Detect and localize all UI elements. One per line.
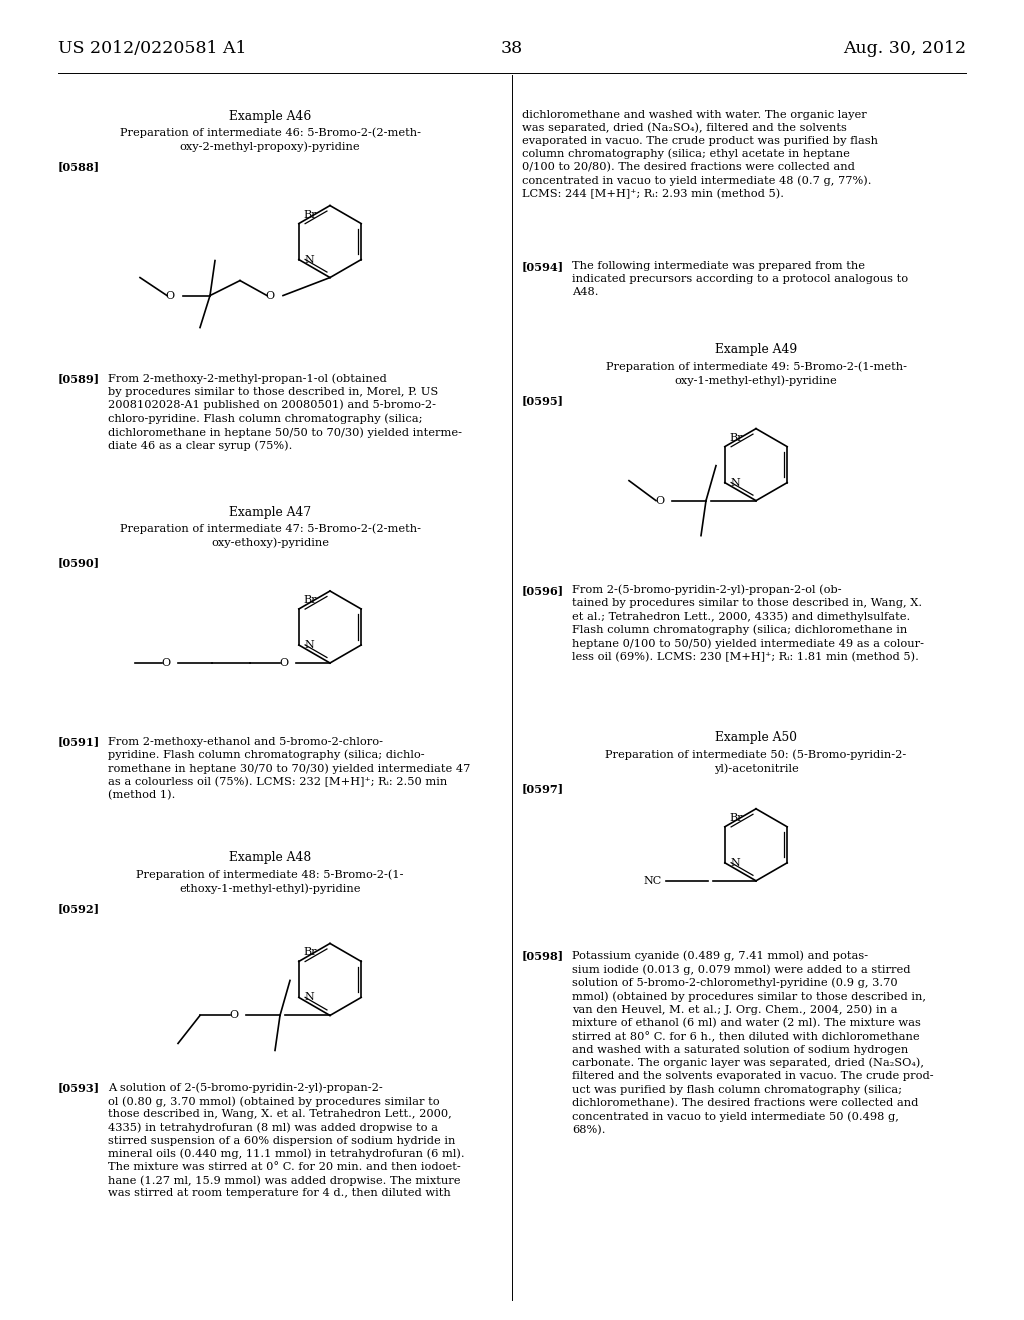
Text: NC: NC (644, 875, 662, 886)
Text: From 2-(5-bromo-pyridin-2-yl)-propan-2-ol (ob-
tained by procedures similar to t: From 2-(5-bromo-pyridin-2-yl)-propan-2-o… (572, 585, 924, 663)
Text: From 2-methoxy-2-methyl-propan-1-ol (obtained
by procedures similar to those des: From 2-methoxy-2-methyl-propan-1-ol (obt… (108, 374, 462, 451)
Text: N: N (305, 640, 314, 649)
Text: Example A48: Example A48 (229, 851, 311, 865)
Text: [0590]: [0590] (58, 557, 100, 569)
Text: Preparation of intermediate 50: (5-Bromo-pyridin-2-: Preparation of intermediate 50: (5-Bromo… (605, 750, 906, 760)
Text: [0591]: [0591] (58, 737, 100, 747)
Text: O: O (229, 1010, 238, 1020)
Text: O: O (166, 290, 175, 301)
Text: ethoxy-1-methyl-ethyl)-pyridine: ethoxy-1-methyl-ethyl)-pyridine (179, 883, 360, 894)
Text: [0595]: [0595] (522, 395, 564, 407)
Text: yl)-acetonitrile: yl)-acetonitrile (714, 763, 799, 774)
Text: O: O (161, 657, 170, 668)
Text: US 2012/0220581 A1: US 2012/0220581 A1 (58, 40, 247, 57)
Text: The following intermediate was prepared from the
indicated precursors according : The following intermediate was prepared … (572, 261, 908, 297)
Text: [0596]: [0596] (522, 585, 564, 595)
Text: Preparation of intermediate 49: 5-Bromo-2-(1-meth-: Preparation of intermediate 49: 5-Bromo-… (605, 362, 906, 372)
Text: Aug. 30, 2012: Aug. 30, 2012 (843, 40, 966, 57)
Text: Br: Br (730, 813, 743, 822)
Text: [0588]: [0588] (58, 161, 100, 173)
Text: Example A47: Example A47 (229, 506, 311, 519)
Text: Br: Br (304, 210, 317, 219)
Text: Br: Br (304, 595, 317, 605)
Text: O: O (655, 495, 664, 506)
Text: N: N (305, 993, 314, 1002)
Text: [0592]: [0592] (58, 903, 100, 915)
Text: Potassium cyanide (0.489 g, 7.41 mmol) and potas-
sium iodide (0.013 g, 0.079 mm: Potassium cyanide (0.489 g, 7.41 mmol) a… (572, 950, 934, 1135)
Text: oxy-ethoxy)-pyridine: oxy-ethoxy)-pyridine (211, 537, 329, 548)
Text: O: O (266, 290, 275, 301)
Text: Example A50: Example A50 (715, 731, 797, 744)
Text: Preparation of intermediate 48: 5-Bromo-2-(1-: Preparation of intermediate 48: 5-Bromo-… (136, 870, 403, 880)
Text: Example A49: Example A49 (715, 343, 797, 356)
Text: Example A46: Example A46 (229, 110, 311, 123)
Text: [0597]: [0597] (522, 783, 564, 795)
Text: Br: Br (304, 948, 317, 957)
Text: Preparation of intermediate 46: 5-Bromo-2-(2-meth-: Preparation of intermediate 46: 5-Bromo-… (120, 128, 421, 139)
Text: [0589]: [0589] (58, 374, 100, 384)
Text: oxy-1-methyl-ethyl)-pyridine: oxy-1-methyl-ethyl)-pyridine (675, 375, 838, 385)
Text: N: N (731, 858, 740, 867)
Text: [0593]: [0593] (58, 1082, 100, 1093)
Text: N: N (305, 255, 314, 264)
Text: 38: 38 (501, 40, 523, 57)
Text: [0594]: [0594] (522, 261, 564, 272)
Text: dichloromethane and washed with water. The organic layer
was separated, dried (N: dichloromethane and washed with water. T… (522, 110, 878, 199)
Text: oxy-2-methyl-propoxy)-pyridine: oxy-2-methyl-propoxy)-pyridine (179, 141, 360, 152)
Text: A solution of 2-(5-bromo-pyridin-2-yl)-propan-2-
ol (0.80 g, 3.70 mmol) (obtaine: A solution of 2-(5-bromo-pyridin-2-yl)-p… (108, 1082, 465, 1199)
Text: Br: Br (730, 433, 743, 442)
Text: [0598]: [0598] (522, 950, 564, 961)
Text: O: O (279, 657, 288, 668)
Text: N: N (731, 478, 740, 487)
Text: Preparation of intermediate 47: 5-Bromo-2-(2-meth-: Preparation of intermediate 47: 5-Bromo-… (120, 524, 421, 535)
Text: From 2-methoxy-ethanol and 5-bromo-2-chloro-
pyridine. Flash column chromatograp: From 2-methoxy-ethanol and 5-bromo-2-chl… (108, 737, 470, 800)
